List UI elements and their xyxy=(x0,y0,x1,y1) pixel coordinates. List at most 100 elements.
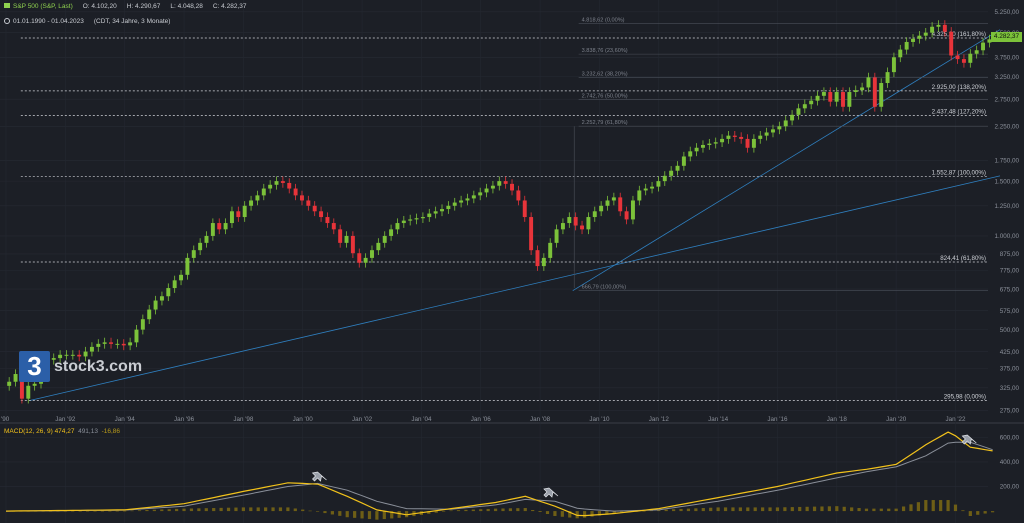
candle-body xyxy=(363,257,368,263)
candle-body xyxy=(624,211,629,220)
macd-histogram-bar xyxy=(464,509,468,512)
candle-body xyxy=(713,142,718,144)
candle-body xyxy=(891,57,896,73)
macd-histogram-bar xyxy=(842,506,846,512)
candle-body xyxy=(319,211,324,218)
price-tick-label: 775,00 xyxy=(1000,268,1020,275)
candle-body xyxy=(51,358,56,360)
header-close: C: 4.282,37 xyxy=(212,3,247,10)
candle-body xyxy=(567,217,572,224)
candle-body xyxy=(306,200,311,206)
candle-body xyxy=(599,205,604,212)
fib-level-label: 4.325,30 (161,80%) xyxy=(932,31,986,38)
time-tick-label: Jan '16 xyxy=(767,416,788,423)
time-tick-label: Jan '06 xyxy=(471,416,492,423)
candle-body xyxy=(771,129,775,133)
price-tick-label: 2.750,00 xyxy=(994,96,1019,103)
macd-histogram-bar xyxy=(590,511,594,517)
candle-body xyxy=(974,50,979,54)
macd-histogram-bar xyxy=(204,508,208,512)
macd-histogram-bar xyxy=(612,511,616,514)
macd-histogram-bar xyxy=(130,510,134,512)
candle-body xyxy=(853,90,858,93)
macd-histogram-bar xyxy=(375,511,379,520)
candle-body xyxy=(688,151,693,157)
macd-histogram-bar xyxy=(264,507,268,512)
candle-body xyxy=(490,185,495,189)
candle-body xyxy=(96,343,101,347)
candle-body xyxy=(866,77,871,88)
macd-histogram-bar xyxy=(924,500,928,512)
macd-histogram-bar xyxy=(909,504,913,512)
macd-histogram-bar xyxy=(597,511,602,516)
macd-histogram-bar xyxy=(456,510,461,512)
macd-legend: MACD(12, 26, 9) 474,27 491,13 -16,86 xyxy=(4,428,120,435)
candle-body xyxy=(554,229,559,243)
price-tick-label: 500,00 xyxy=(1000,327,1020,334)
macd-histogram-bar xyxy=(798,506,802,512)
fib-retracement-label: 666,79 (100,00%) xyxy=(582,285,627,291)
price-tick-label: 675,00 xyxy=(1000,286,1020,293)
candle-body xyxy=(401,220,406,224)
candle-body xyxy=(694,147,699,152)
macd-histogram-bar xyxy=(330,511,334,515)
macd-histogram-bar xyxy=(189,508,194,512)
macd-histogram-bar xyxy=(568,511,572,518)
macd-histogram-bar xyxy=(560,511,564,517)
macd-histogram-bar xyxy=(182,508,186,512)
candle-body xyxy=(255,195,260,201)
candle-body xyxy=(64,354,69,356)
candle-body xyxy=(815,95,820,101)
header-date-range: 01.01.1990 - 01.04.2023 xyxy=(13,18,84,25)
macd-histogram-bar xyxy=(360,511,364,519)
macd-histogram-bar xyxy=(812,506,817,512)
candle-body xyxy=(427,213,432,218)
macd-histogram-bar xyxy=(226,507,231,512)
macd-line xyxy=(5,431,993,517)
flag-icon xyxy=(4,3,10,8)
candle-body xyxy=(605,200,610,206)
candle-body xyxy=(83,351,88,357)
macd-signal-line xyxy=(5,441,993,512)
macd-histogram-bar xyxy=(85,510,90,512)
macd-histogram-bar xyxy=(442,511,446,512)
macd-histogram-bar xyxy=(783,507,787,512)
macd-histogram-bar xyxy=(323,511,327,514)
macd-histogram-bar xyxy=(278,507,283,512)
macd-histogram-bar xyxy=(701,508,705,512)
candle-body xyxy=(981,42,986,51)
candle-body xyxy=(630,200,635,220)
macd-histogram-bar xyxy=(308,510,312,512)
candle-body xyxy=(497,181,502,186)
macd-histogram-bar xyxy=(686,508,691,512)
macd-histogram-bar xyxy=(100,510,105,512)
candle-body xyxy=(420,217,425,219)
macd-legend-macd: MACD(12, 26, 9) 474,27 xyxy=(4,428,75,435)
price-tick-label: 325,00 xyxy=(1000,385,1020,392)
candle-body xyxy=(312,205,317,212)
candle-body xyxy=(720,138,725,143)
macd-tick-label: 200,00 xyxy=(1000,484,1020,491)
candle-body xyxy=(370,250,374,258)
candle-body xyxy=(58,354,63,359)
macd-histogram-bar xyxy=(197,508,201,512)
macd-histogram-bar xyxy=(293,508,297,512)
macd-histogram-bar xyxy=(694,508,698,512)
header-ohlc: S&P 500 (S&P, Last) O: 4.102,20 H: 4.290,6… xyxy=(4,3,246,10)
macd-histogram-bar xyxy=(479,509,483,512)
header-symbol: S&P 500 (S&P, Last) xyxy=(13,3,73,10)
macd-histogram-bar xyxy=(738,507,742,512)
time-tick-label: Jan '12 xyxy=(649,416,670,423)
candle-body xyxy=(19,374,24,399)
candle-body xyxy=(942,24,947,32)
candle-body xyxy=(917,35,922,39)
price-tick-label: 1.000,00 xyxy=(994,233,1019,240)
candle-body xyxy=(968,53,973,63)
macd-histogram-bar xyxy=(657,509,661,512)
arrow-annotation-icon xyxy=(543,487,559,498)
price-tick-label: 375,00 xyxy=(1000,366,1020,373)
macd-histogram-bar xyxy=(775,507,780,512)
macd-histogram-bar xyxy=(864,508,869,512)
candle-body xyxy=(586,217,591,230)
candle-body xyxy=(650,186,655,189)
